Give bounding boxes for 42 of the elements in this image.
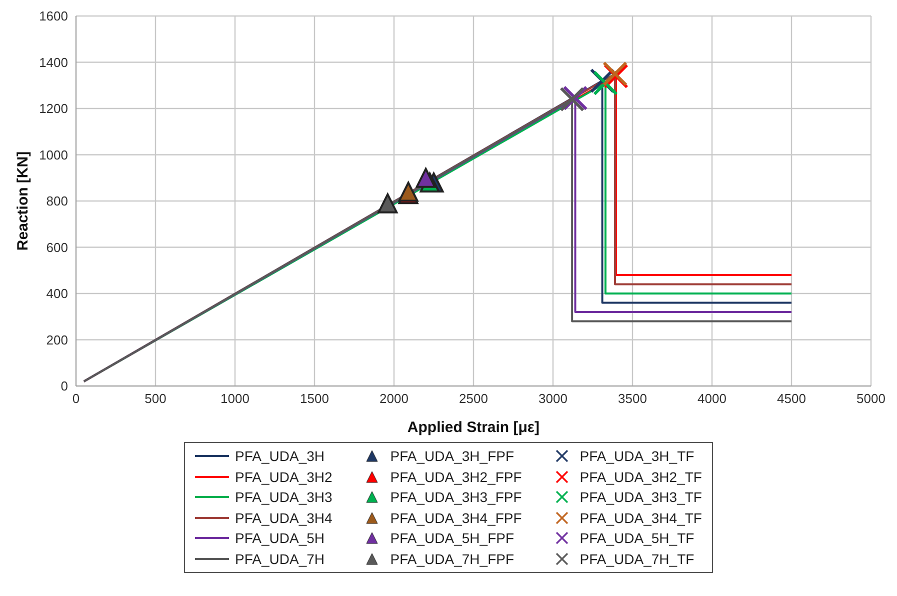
legend-label: PFA_UDA_3H_TF <box>580 448 694 464</box>
y-tick-label: 800 <box>46 194 68 209</box>
x-tick-label: 3000 <box>538 391 568 406</box>
x-tick-label: 2500 <box>459 391 488 406</box>
x-tick-label: 3500 <box>618 391 647 406</box>
y-tick-label: 0 <box>60 378 68 394</box>
x-tick-label: 4500 <box>777 391 806 406</box>
x-tick-label: 0 <box>72 391 80 406</box>
legend-label: PFA_UDA_3H3_TF <box>580 489 702 506</box>
legend-label: PFA_UDA_3H4_FPF <box>390 510 522 526</box>
y-tick-label: 200 <box>46 332 68 348</box>
legend-label: PFA_UDA_7H <box>235 550 324 567</box>
legend-label: PFA_UDA_7H_TF <box>580 550 694 567</box>
legend-label: PFA_UDA_5H <box>235 530 324 546</box>
legend-label: PFA_UDA_5H_TF <box>580 530 694 546</box>
x-tick-label: 2000 <box>380 391 408 406</box>
legend-label: PFA_UDA_3H3_FPF <box>390 489 522 506</box>
legend-label: PFA_UDA_3H_FPF <box>390 448 514 464</box>
y-tick-label: 1000 <box>39 147 68 162</box>
x-tick-label: 5000 <box>856 391 886 406</box>
y-tick-label: 1400 <box>39 54 68 70</box>
x-axis-title: Applied Strain [με] <box>407 419 540 436</box>
y-tick-label: 600 <box>46 240 68 255</box>
y-tick-label: 1200 <box>39 101 68 116</box>
legend-label: PFA_UDA_3H3 <box>235 489 332 506</box>
y-axis-title: Reaction [KN] <box>14 151 32 251</box>
legend-label: PFA_UDA_3H2 <box>235 468 332 485</box>
x-tick-label: 500 <box>144 391 166 406</box>
legend-label: PFA_UDA_3H <box>235 448 324 464</box>
legend-label: PFA_UDA_3H4_TF <box>580 510 702 526</box>
x-tick-label: 1500 <box>300 391 329 406</box>
legend-label: PFA_UDA_7H_FPF <box>390 550 514 567</box>
legend-label: PFA_UDA_3H4 <box>235 510 332 526</box>
x-tick-label: 4000 <box>698 391 726 406</box>
x-tick-label: 1000 <box>220 391 250 406</box>
legend-label: PFA_UDA_5H_FPF <box>390 530 514 546</box>
y-tick-label: 400 <box>46 286 68 302</box>
legend-label: PFA_UDA_3H2_FPF <box>390 468 522 485</box>
y-tick-label: 1600 <box>39 8 68 24</box>
legend-label: PFA_UDA_3H2_TF <box>580 468 702 485</box>
point <box>416 168 436 188</box>
point <box>378 193 398 214</box>
